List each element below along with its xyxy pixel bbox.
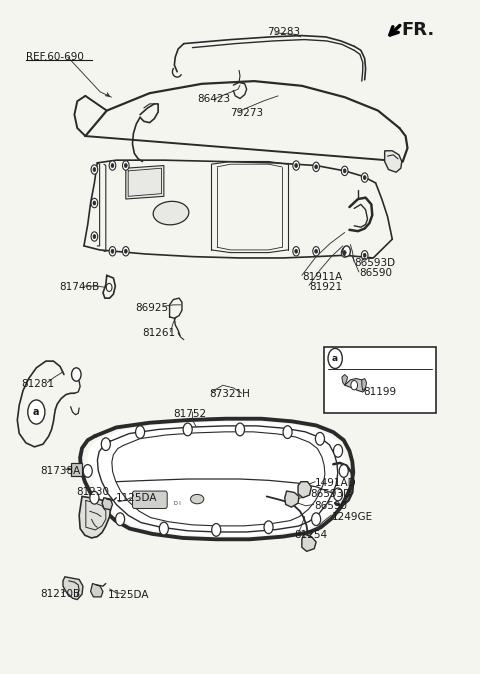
Circle shape	[351, 381, 358, 390]
Circle shape	[343, 246, 350, 257]
Circle shape	[183, 423, 192, 436]
Circle shape	[91, 198, 98, 208]
Circle shape	[339, 464, 348, 477]
Circle shape	[312, 513, 321, 526]
Circle shape	[295, 164, 298, 168]
Circle shape	[72, 368, 81, 381]
Circle shape	[334, 488, 343, 501]
Circle shape	[293, 161, 300, 171]
Circle shape	[93, 168, 96, 172]
Text: 81199: 81199	[364, 387, 397, 397]
FancyBboxPatch shape	[132, 491, 167, 508]
Text: 81230: 81230	[76, 487, 109, 497]
Circle shape	[315, 249, 318, 253]
Text: 86593D: 86593D	[311, 489, 351, 499]
Text: 86590: 86590	[359, 268, 392, 278]
Ellipse shape	[191, 495, 204, 503]
Text: REF.60-690: REF.60-690	[26, 52, 84, 62]
Circle shape	[313, 247, 320, 256]
Text: a: a	[33, 407, 39, 417]
Circle shape	[116, 513, 125, 526]
Circle shape	[295, 249, 298, 253]
Circle shape	[363, 175, 366, 179]
Text: FR.: FR.	[402, 21, 435, 39]
Circle shape	[93, 201, 96, 205]
Polygon shape	[345, 379, 365, 392]
Circle shape	[361, 251, 368, 260]
Text: 79273: 79273	[230, 108, 264, 117]
FancyBboxPatch shape	[324, 347, 435, 412]
Circle shape	[293, 247, 300, 256]
Circle shape	[236, 423, 244, 436]
Text: 81261: 81261	[143, 328, 176, 338]
Polygon shape	[102, 498, 112, 510]
Circle shape	[264, 521, 273, 534]
FancyBboxPatch shape	[71, 463, 82, 477]
Circle shape	[93, 235, 96, 239]
Circle shape	[363, 253, 366, 257]
Circle shape	[124, 164, 127, 168]
Polygon shape	[302, 534, 316, 551]
Circle shape	[83, 464, 92, 477]
Circle shape	[109, 161, 116, 171]
Circle shape	[315, 165, 318, 169]
Text: 81738A: 81738A	[40, 466, 81, 476]
Circle shape	[124, 249, 127, 253]
Polygon shape	[362, 379, 367, 391]
Text: 81254: 81254	[295, 530, 328, 540]
Circle shape	[135, 426, 144, 439]
Text: 1491AD: 1491AD	[315, 478, 357, 488]
Text: 1249GE: 1249GE	[331, 512, 372, 522]
Text: 81281: 81281	[21, 379, 54, 389]
Text: 1125DA: 1125DA	[108, 590, 149, 600]
Circle shape	[315, 433, 324, 446]
Circle shape	[90, 491, 99, 504]
Circle shape	[111, 249, 114, 253]
Circle shape	[101, 438, 110, 450]
Polygon shape	[384, 151, 402, 173]
Circle shape	[122, 161, 129, 171]
Polygon shape	[63, 577, 83, 600]
Circle shape	[341, 248, 348, 257]
Polygon shape	[285, 491, 299, 507]
Circle shape	[343, 169, 346, 173]
Polygon shape	[87, 422, 347, 537]
Text: 86593D: 86593D	[354, 258, 396, 268]
Circle shape	[313, 162, 320, 172]
Circle shape	[28, 400, 45, 424]
Circle shape	[122, 247, 129, 256]
Text: 81210B: 81210B	[40, 588, 80, 599]
Ellipse shape	[153, 202, 189, 225]
Text: a: a	[332, 354, 338, 363]
Circle shape	[106, 283, 112, 291]
Circle shape	[341, 166, 348, 175]
Polygon shape	[126, 166, 164, 199]
Text: 86925: 86925	[135, 303, 168, 313]
Polygon shape	[79, 497, 110, 538]
Circle shape	[91, 165, 98, 175]
Circle shape	[334, 445, 343, 457]
Text: 86590: 86590	[314, 501, 347, 511]
Circle shape	[283, 426, 292, 439]
Polygon shape	[298, 482, 312, 498]
Text: 81921: 81921	[309, 282, 342, 292]
Circle shape	[328, 348, 342, 369]
Text: 86423: 86423	[197, 94, 230, 104]
Text: 81752: 81752	[173, 409, 206, 419]
Circle shape	[361, 173, 368, 182]
Text: 79283: 79283	[267, 26, 301, 36]
Circle shape	[343, 251, 346, 255]
Text: D I: D I	[174, 501, 180, 506]
Text: 81911A: 81911A	[302, 272, 342, 282]
Text: 87321H: 87321H	[209, 389, 250, 399]
Circle shape	[91, 232, 98, 241]
Text: 81746B: 81746B	[59, 282, 99, 293]
Polygon shape	[91, 584, 103, 597]
Circle shape	[212, 524, 221, 537]
Circle shape	[159, 522, 168, 535]
Circle shape	[109, 247, 116, 256]
Circle shape	[111, 164, 114, 168]
Text: 1125DA: 1125DA	[115, 493, 157, 503]
Polygon shape	[342, 375, 348, 386]
